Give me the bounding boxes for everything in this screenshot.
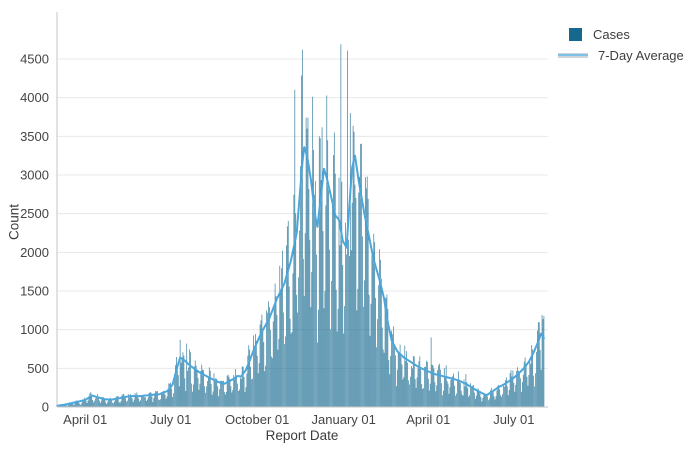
x-tick-label: January 01 — [312, 412, 376, 427]
cases-swatch-icon — [569, 28, 582, 41]
x-axis-title: Report Date — [265, 428, 339, 443]
x-tick-label: July 01 — [493, 412, 534, 427]
y-tick-label: 4500 — [20, 52, 49, 67]
y-tick-label: 4000 — [20, 90, 49, 105]
avg-swatch-icon — [558, 53, 588, 58]
x-tick-label: April 01 — [63, 412, 107, 427]
y-tick-label: 1500 — [20, 284, 49, 299]
y-tick-label: 2000 — [20, 245, 49, 260]
legend-item-cases[interactable]: Cases — [553, 26, 684, 43]
x-tick-label: October 01 — [225, 412, 289, 427]
y-tick-label: 500 — [27, 361, 49, 376]
y-axis-title: Count — [6, 203, 22, 241]
y-tick-label: 3500 — [20, 129, 49, 144]
legend-label-avg: 7-Day Average — [598, 48, 684, 63]
x-tick-label: April 01 — [406, 412, 450, 427]
x-tick-label: July 01 — [150, 412, 191, 427]
avg-line — [56, 146, 545, 407]
y-tick-label: 1000 — [20, 322, 49, 337]
legend-item-avg[interactable]: 7-Day Average — [553, 47, 684, 64]
legend: Cases 7-Day Average — [553, 26, 684, 68]
cases-bars — [56, 44, 545, 407]
legend-label-cases: Cases — [593, 27, 630, 42]
y-tick-label: 3000 — [20, 168, 49, 183]
axis-tick-labels: 0 500 1000 1500 2000 2500 3000 3500 4000 4500 Apri… — [20, 52, 534, 428]
y-tick-label: 2500 — [20, 206, 49, 221]
y-tick-label: 0 — [42, 400, 49, 415]
